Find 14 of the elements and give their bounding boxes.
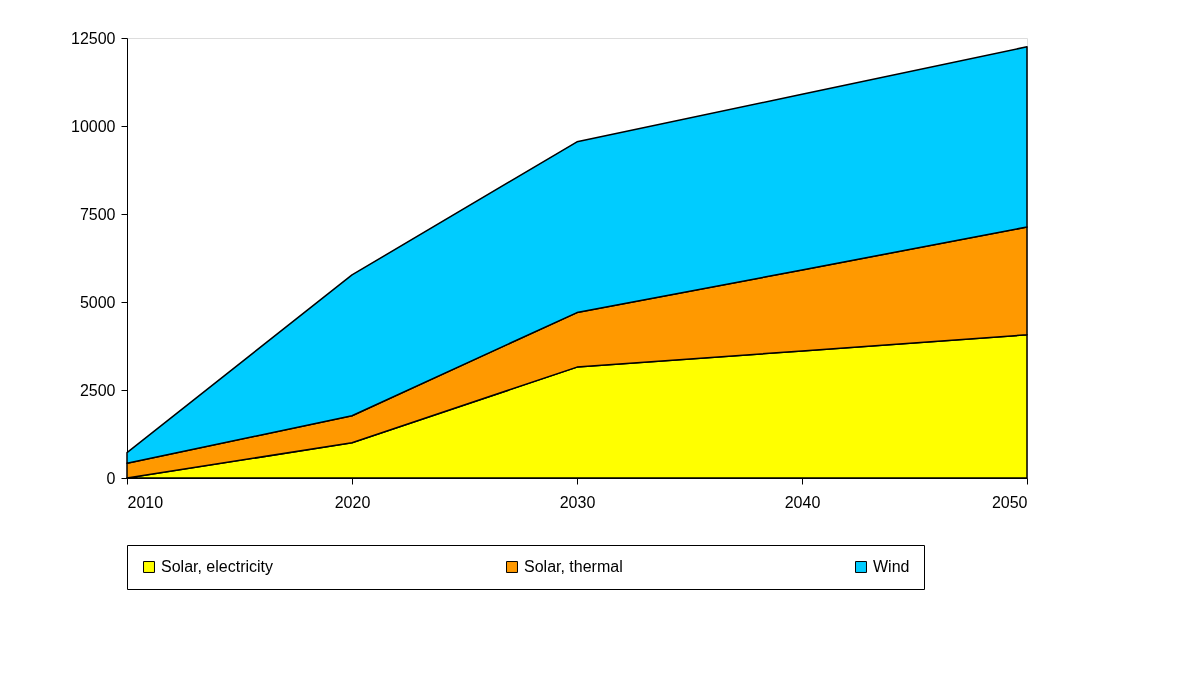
legend-label: Solar, thermal — [524, 558, 623, 575]
y-tick-label: 2500 — [79, 381, 116, 399]
y-tick-label: 12500 — [71, 29, 116, 47]
x-tick-label: 2030 — [559, 493, 596, 511]
y-tick-label: 0 — [106, 469, 116, 487]
x-tick-label: 2020 — [334, 493, 371, 511]
x-tick-label: 2050 — [991, 493, 1028, 511]
y-tick-label: 5000 — [79, 293, 116, 311]
legend-label: Wind — [873, 558, 910, 575]
x-tick-label: 2010 — [127, 493, 164, 511]
x-tick-label: 2040 — [784, 493, 821, 511]
y-tick-label: 10000 — [71, 117, 116, 135]
legend-label: Solar, electricity — [161, 558, 274, 575]
y-tick-label: 7500 — [79, 205, 116, 223]
